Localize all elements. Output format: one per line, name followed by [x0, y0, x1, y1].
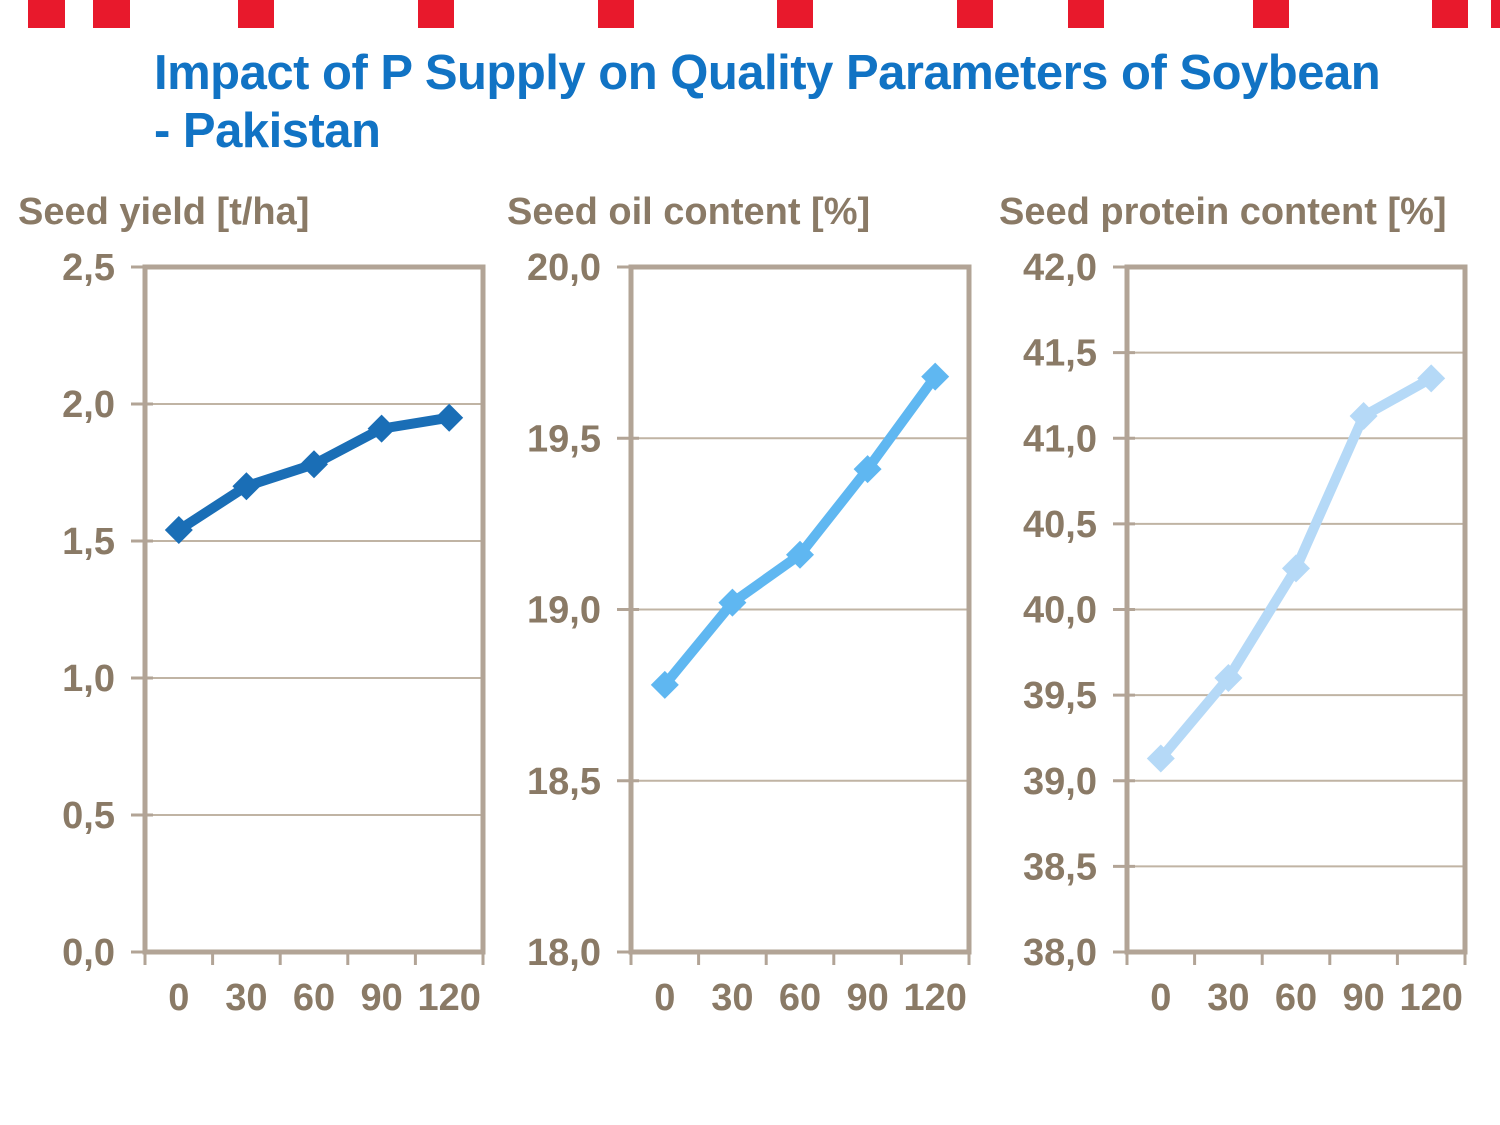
seed-protein-chart: 38,0 38,5 39,0 39,5 40,0 40,5 41,0 41,5 42,0 0 30 6…: [1023, 250, 1468, 1019]
x-axis-label: 120: [1399, 977, 1462, 1019]
data-point: [164, 516, 193, 545]
red-mark: [1253, 0, 1289, 28]
y-axis-label: 38,0: [1023, 932, 1097, 974]
seed-oil-chart: 18,0 18,5 19,0 19,5 20,0 0 30 60 90 120: [527, 250, 972, 1019]
seed-protein-chart-title: Seed protein content [%]: [999, 191, 1447, 233]
data-point: [1282, 554, 1310, 583]
red-mark: [1432, 0, 1468, 28]
data-point: [1349, 401, 1378, 430]
series-line: [659, 371, 941, 690]
x-axis-label: 30: [225, 977, 267, 1019]
x-axis-label: 120: [903, 977, 966, 1019]
y-axis-label: 39,5: [1023, 675, 1097, 717]
slide-title-line2: - Pakistan: [154, 104, 381, 158]
seed-oil-chart-title: Seed oil content [%]: [507, 191, 871, 233]
data-point: [232, 472, 261, 501]
data-point: [1214, 664, 1243, 692]
seed-yield-chart: 0,0 0,5 1,0 1,5 2,0 2,5 0 30 60 90 120: [62, 250, 486, 1019]
plot-border: [142, 264, 486, 955]
red-mark: [1491, 0, 1500, 28]
data-point: [650, 670, 679, 699]
seed-yield-chart-title: Seed yield [t/ha]: [18, 191, 310, 233]
red-mark: [418, 0, 454, 28]
y-axis-label: 0,5: [62, 795, 115, 837]
y-axis-label: 41,0: [1023, 418, 1097, 460]
y-axis-label: 18,5: [527, 761, 601, 803]
y-axis-label: 39,0: [1023, 761, 1097, 803]
x-axis-label: 90: [846, 977, 888, 1019]
x-axis-label: 60: [779, 977, 821, 1019]
y-axis-label: 2,0: [62, 384, 115, 426]
red-mark: [28, 0, 65, 28]
y-axis-label: 41,5: [1023, 333, 1097, 375]
y-axis-label: 1,5: [62, 521, 115, 563]
y-axis-label: 40,5: [1023, 504, 1097, 546]
y-axis-label: 2,5: [62, 250, 115, 289]
x-axis-label: 30: [711, 977, 753, 1019]
y-axis-label: 1,0: [62, 658, 115, 700]
y-axis-label: 19,5: [527, 418, 601, 460]
x-axis-label: 90: [1342, 977, 1384, 1019]
x-axis-label: 90: [360, 977, 402, 1019]
y-axis-label: 38,5: [1023, 846, 1097, 888]
x-axis-label: 60: [1275, 977, 1317, 1019]
data-point: [367, 414, 396, 443]
red-mark: [93, 0, 130, 28]
y-axis-label: 19,0: [527, 590, 601, 632]
data-point: [921, 362, 950, 391]
y-axis-label: 0,0: [62, 932, 115, 974]
slide-title: Impact of P Supply on Quality Parameters…: [154, 44, 1474, 160]
data-point: [1417, 364, 1446, 393]
red-mark: [598, 0, 634, 28]
y-axis-label: 18,0: [527, 932, 601, 974]
data-point: [435, 403, 464, 432]
red-mark: [957, 0, 993, 28]
x-axis-label: 30: [1207, 977, 1249, 1019]
data-point: [718, 588, 747, 617]
x-axis-label: 0: [1150, 977, 1171, 1019]
red-mark: [238, 0, 274, 28]
x-axis-label: 120: [417, 977, 480, 1019]
y-axis-label: 40,0: [1023, 590, 1097, 632]
data-point: [300, 450, 328, 479]
x-axis-label: 0: [168, 977, 189, 1019]
y-axis-label: 42,0: [1023, 250, 1097, 289]
slide-title-line1: Impact of P Supply on Quality Parameters…: [154, 46, 1381, 100]
red-mark: [1068, 0, 1104, 28]
x-axis-label: 0: [654, 977, 675, 1019]
data-point: [853, 455, 882, 484]
data-point: [786, 540, 814, 569]
x-axis-label: 60: [293, 977, 335, 1019]
data-point: [1146, 744, 1175, 773]
red-mark: [777, 0, 813, 28]
y-axis-label: 20,0: [527, 250, 601, 289]
